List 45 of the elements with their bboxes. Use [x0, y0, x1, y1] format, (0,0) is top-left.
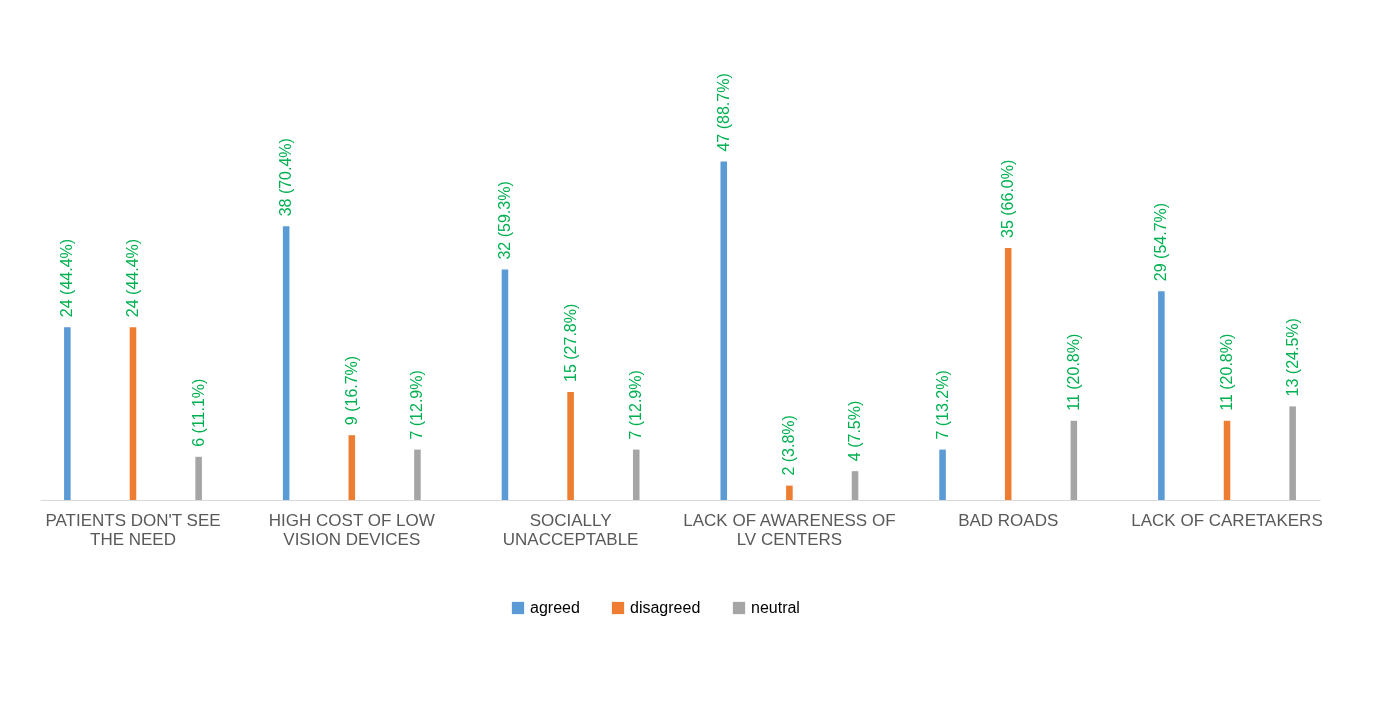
x-tick-label: HIGH COST OF LOW VISION DEVICES — [268, 510, 435, 549]
bar — [348, 435, 356, 500]
data-label: 24 (44.4%) — [58, 238, 76, 318]
bar — [414, 449, 421, 500]
bar — [195, 456, 202, 500]
bar — [786, 485, 793, 500]
data-label: 24 (44.4%) — [123, 238, 141, 318]
data-label: 6 (11.1%) — [189, 378, 207, 447]
bar — [939, 449, 946, 500]
bar — [282, 226, 290, 500]
bar — [1158, 291, 1165, 500]
x-tick-label: PATIENTS DON'T SEE THE NEED — [45, 510, 221, 549]
x-tick-label: LACK OF CARETAKERS — [1131, 510, 1323, 530]
x-tick-label: SOCIALLY UNACCEPTABLE — [502, 510, 639, 549]
data-label: 7 (13.2%) — [933, 370, 951, 440]
bar — [567, 391, 574, 500]
bar — [632, 449, 640, 500]
legend-label: disagreed — [630, 599, 701, 616]
bar — [1223, 420, 1231, 500]
data-label: 35 (66.0%) — [999, 159, 1017, 238]
x-tick-label: BAD ROADS — [958, 510, 1059, 530]
data-label: 11 (20.8%) — [1064, 333, 1082, 411]
bar — [501, 269, 509, 500]
bar — [851, 471, 859, 500]
data-label: 4 (7.5%) — [846, 400, 864, 462]
bar — [1004, 247, 1012, 500]
data-label: 29 (54.7%) — [1152, 202, 1170, 282]
bar — [64, 327, 71, 500]
legend-label: neutral — [751, 599, 800, 616]
data-label: 13 (24.5%) — [1283, 318, 1301, 397]
data-label: 7 (12.9%) — [408, 370, 426, 440]
data-label: 15 (27.8%) — [561, 303, 579, 382]
data-label: 9 (16.7%) — [342, 355, 360, 426]
data-label: 7 (12.9%) — [627, 370, 645, 440]
legend-label: agreed — [530, 599, 580, 616]
data-label: 2 (3.8%) — [780, 415, 798, 476]
data-label: 11 (20.8%) — [1218, 333, 1236, 411]
bar — [1070, 420, 1078, 500]
bar — [1289, 406, 1296, 500]
data-label: 38 (70.4%) — [277, 138, 295, 217]
x-tick-label: LACK OF AWARENESS OF LV CENTERS — [683, 510, 896, 549]
bar — [129, 327, 137, 500]
bar — [720, 161, 728, 500]
data-label: 32 (59.3%) — [495, 181, 513, 260]
data-label: 47 (88.7%) — [714, 73, 732, 152]
